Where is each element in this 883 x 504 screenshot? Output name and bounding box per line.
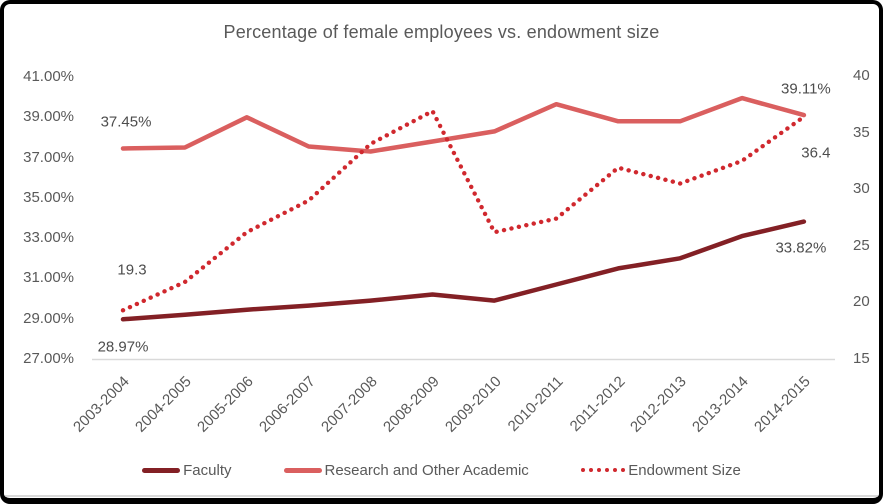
- faculty-line: [120, 219, 807, 322]
- x-axis-label: 2013-2014: [689, 373, 753, 436]
- left-axis-tick: 31.00%: [23, 269, 74, 287]
- legend-dot: [580, 467, 586, 473]
- left-axis-tick: 29.00%: [23, 309, 74, 327]
- endowment-size-data-label: 19.3: [117, 261, 147, 279]
- legend-marker-endowment-size: [580, 467, 626, 473]
- research-and-other-academic-line: [120, 95, 807, 154]
- x-axis-label: 2010-2011: [504, 373, 567, 435]
- x-axis-label: 2009-2010: [441, 373, 505, 436]
- endowment-size-line: [120, 108, 807, 313]
- legend-item-endowment-size: Endowment Size: [580, 461, 741, 479]
- left-axis-tick: 41.00%: [23, 68, 74, 85]
- x-axis-label: 2004-2005: [132, 373, 195, 436]
- legend-dot: [596, 467, 602, 473]
- right-axis-tick: 15: [853, 350, 870, 367]
- x-axis-label: 2014-2015: [751, 373, 814, 436]
- legend-marker-research-and-other-academic: [283, 467, 322, 473]
- left-axis-tick: 35.00%: [23, 188, 74, 206]
- x-axis-label: 2003-2004: [70, 373, 134, 436]
- left-axis-tick: 27.00%: [23, 350, 74, 367]
- bottom-edge-line: [4, 495, 879, 497]
- x-axis-label: 2011-2012: [566, 373, 629, 435]
- x-axis-label: 2005-2006: [194, 373, 257, 436]
- faculty-data-label: 28.97%: [97, 338, 149, 356]
- right-axis-tick: 40: [853, 67, 870, 84]
- legend-label: Endowment Size: [628, 461, 741, 479]
- left-axis-tick: 39.00%: [23, 108, 74, 126]
- left-axis-tick: 33.00%: [23, 229, 74, 247]
- x-axis-label: 2012-2013: [627, 373, 691, 436]
- endowment-size-data-label: 36.4: [801, 144, 831, 162]
- plot-area: [92, 95, 835, 361]
- legend-dot: [588, 467, 594, 473]
- research-and-other-academic-data-label: 39.11%: [781, 80, 831, 98]
- chart-title: Percentage of female employees vs. endow…: [223, 22, 660, 42]
- legend-item-research-and-other-academic: Research and Other Academic: [283, 461, 529, 479]
- x-axis-label: 2006-2007: [255, 373, 319, 436]
- x-axis-label: 2007-2008: [317, 373, 381, 436]
- right-axis-tick: 20: [853, 293, 870, 311]
- legend-dot: [604, 467, 610, 473]
- right-axis-tick: 30: [853, 180, 870, 198]
- legend: Faculty Research and Other Academic Endowm…: [4, 458, 879, 482]
- legend-item-faculty: Faculty: [142, 461, 232, 479]
- right-axis-tick: 25: [853, 236, 870, 254]
- legend-dot: [612, 467, 618, 473]
- legend-label: Faculty: [183, 461, 232, 479]
- right-axis-tick: 35: [853, 123, 870, 141]
- faculty-data-label: 33.82%: [775, 239, 827, 257]
- x-axis-label: 2008-2009: [379, 373, 443, 436]
- legend-label: Research and Other Academic: [324, 461, 529, 479]
- left-axis-tick: 37.00%: [23, 148, 74, 166]
- legend-marker-faculty: [142, 467, 181, 473]
- research-and-other-academic-data-label: 37.45%: [100, 113, 152, 130]
- legend-dot: [620, 467, 626, 473]
